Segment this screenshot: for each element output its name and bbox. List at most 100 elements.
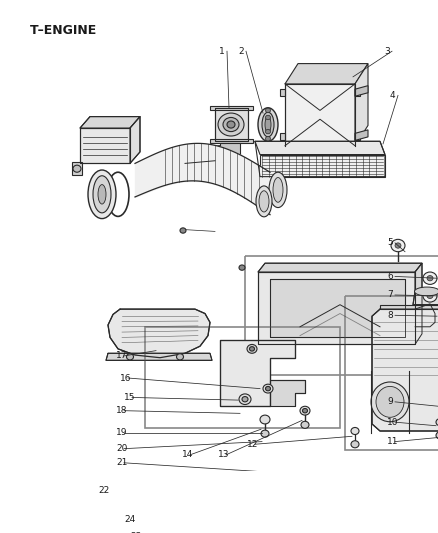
Text: 20: 20	[116, 444, 127, 453]
Polygon shape	[355, 89, 360, 96]
Polygon shape	[220, 143, 240, 157]
Circle shape	[301, 421, 309, 429]
Text: 3: 3	[384, 47, 390, 56]
Circle shape	[423, 272, 437, 285]
Circle shape	[247, 344, 257, 353]
Polygon shape	[255, 141, 385, 155]
Polygon shape	[210, 106, 253, 110]
Ellipse shape	[269, 172, 287, 207]
Circle shape	[436, 432, 438, 439]
Polygon shape	[106, 353, 212, 360]
Ellipse shape	[98, 184, 106, 204]
Ellipse shape	[259, 191, 269, 212]
Polygon shape	[415, 304, 435, 327]
Ellipse shape	[265, 117, 271, 133]
Ellipse shape	[262, 112, 274, 137]
Text: 11: 11	[387, 437, 399, 446]
Text: 7: 7	[387, 290, 393, 300]
Polygon shape	[80, 117, 140, 128]
Text: 6: 6	[387, 272, 393, 281]
Circle shape	[177, 354, 184, 360]
Polygon shape	[108, 309, 210, 358]
Ellipse shape	[93, 176, 111, 213]
Circle shape	[351, 441, 359, 448]
Circle shape	[427, 276, 433, 281]
Circle shape	[395, 243, 401, 248]
Circle shape	[265, 115, 271, 120]
Circle shape	[303, 408, 307, 413]
Circle shape	[239, 394, 251, 405]
Circle shape	[260, 415, 270, 424]
Circle shape	[265, 108, 271, 112]
Polygon shape	[72, 161, 82, 175]
Text: 21: 21	[116, 458, 127, 467]
Circle shape	[265, 130, 271, 134]
Ellipse shape	[376, 386, 404, 417]
Polygon shape	[195, 146, 220, 164]
Circle shape	[427, 293, 433, 298]
Text: 12: 12	[247, 440, 258, 449]
Polygon shape	[355, 86, 368, 96]
Circle shape	[300, 406, 310, 415]
Circle shape	[265, 386, 271, 391]
Polygon shape	[355, 133, 360, 140]
Polygon shape	[433, 311, 438, 325]
Circle shape	[261, 430, 269, 437]
Ellipse shape	[256, 186, 272, 217]
Circle shape	[73, 165, 81, 172]
Text: 15: 15	[124, 393, 135, 402]
Circle shape	[227, 121, 235, 128]
Polygon shape	[355, 63, 368, 146]
Circle shape	[250, 346, 254, 351]
Text: 18: 18	[116, 406, 127, 415]
Text: T–ENGINE: T–ENGINE	[30, 23, 97, 37]
Ellipse shape	[258, 108, 278, 141]
Ellipse shape	[273, 177, 283, 202]
Circle shape	[223, 117, 239, 132]
Polygon shape	[355, 130, 368, 140]
Polygon shape	[258, 272, 415, 344]
Text: 1: 1	[219, 47, 225, 56]
Polygon shape	[270, 380, 305, 406]
Polygon shape	[285, 63, 368, 84]
Circle shape	[127, 354, 134, 360]
Polygon shape	[270, 279, 405, 337]
Polygon shape	[260, 155, 385, 176]
Text: 22: 22	[98, 486, 109, 495]
Circle shape	[391, 239, 405, 252]
Text: 4: 4	[390, 91, 396, 100]
Polygon shape	[413, 292, 438, 305]
Polygon shape	[280, 133, 285, 140]
Circle shape	[263, 384, 273, 393]
Polygon shape	[80, 128, 130, 164]
Ellipse shape	[414, 287, 438, 296]
Polygon shape	[372, 309, 438, 431]
Polygon shape	[130, 117, 140, 164]
Circle shape	[423, 290, 437, 302]
Ellipse shape	[371, 382, 409, 422]
Text: 8: 8	[387, 311, 393, 320]
Circle shape	[218, 113, 244, 136]
Circle shape	[265, 136, 271, 141]
Text: 24: 24	[124, 515, 135, 524]
Polygon shape	[215, 108, 248, 141]
Text: 17: 17	[116, 351, 127, 360]
Ellipse shape	[88, 170, 116, 219]
Bar	[245, 256, 438, 375]
Circle shape	[436, 418, 438, 426]
Text: 9: 9	[387, 398, 393, 406]
Circle shape	[180, 228, 186, 233]
Polygon shape	[285, 84, 355, 146]
Circle shape	[242, 397, 248, 402]
Circle shape	[239, 265, 245, 270]
Polygon shape	[280, 89, 285, 96]
Polygon shape	[380, 305, 438, 309]
Polygon shape	[220, 340, 295, 406]
Text: 16: 16	[120, 374, 131, 383]
Text: 13: 13	[218, 450, 230, 459]
Text: 5: 5	[387, 238, 393, 247]
Circle shape	[351, 427, 359, 434]
Bar	[345, 296, 438, 450]
Text: 2: 2	[238, 47, 244, 56]
Polygon shape	[210, 139, 253, 143]
